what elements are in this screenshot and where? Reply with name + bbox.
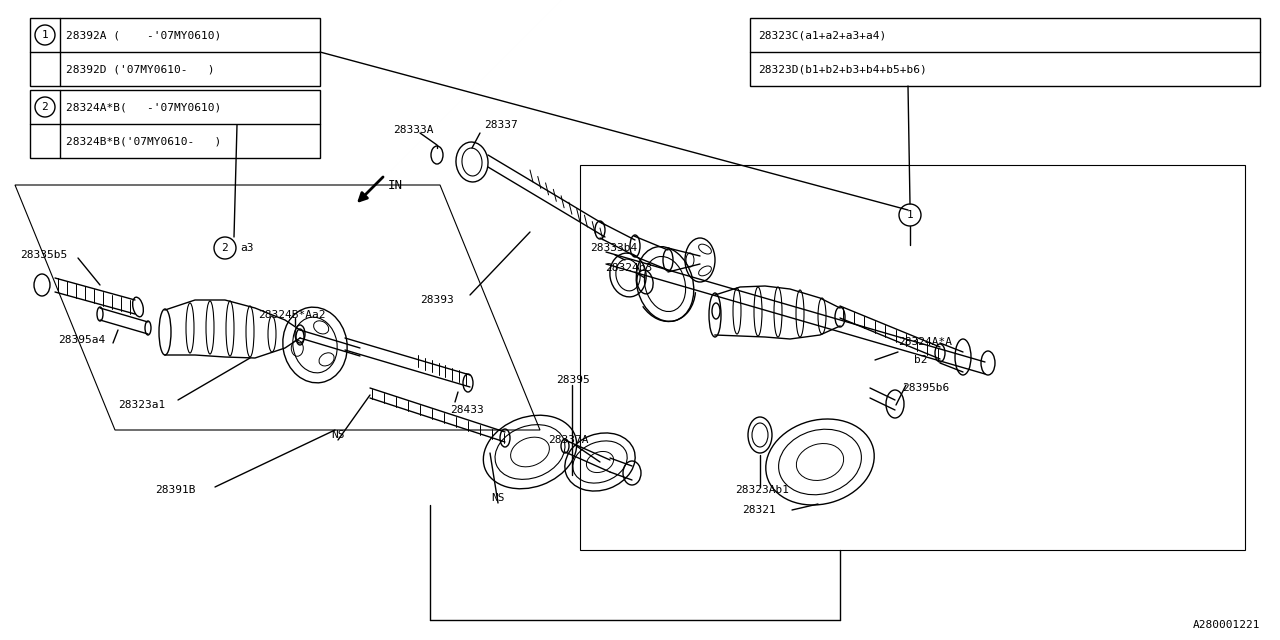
Text: 28323C(a1+a2+a3+a4): 28323C(a1+a2+a3+a4) (758, 30, 886, 40)
Text: 2: 2 (221, 243, 228, 253)
Text: 28337: 28337 (484, 120, 517, 130)
Text: 28393: 28393 (420, 295, 453, 305)
Text: 28395b6: 28395b6 (902, 383, 950, 393)
Text: 28321: 28321 (742, 505, 776, 515)
Text: NS: NS (492, 493, 504, 503)
Text: 28324A*A: 28324A*A (899, 337, 952, 347)
Text: 28324b3: 28324b3 (605, 263, 653, 273)
Text: 28323Ab1: 28323Ab1 (735, 485, 788, 495)
Text: 28333A: 28333A (393, 125, 434, 135)
Text: 28395a4: 28395a4 (58, 335, 105, 345)
Text: 28392A (    -'07MY0610): 28392A ( -'07MY0610) (67, 30, 221, 40)
Text: 28323a1: 28323a1 (118, 400, 165, 410)
Text: a3: a3 (241, 243, 253, 253)
Text: 28324B*Aa2: 28324B*Aa2 (259, 310, 325, 320)
Text: NS: NS (332, 430, 344, 440)
Bar (750, 18, 1260, 86)
Text: 28323D(b1+b2+b3+b4+b5+b6): 28323D(b1+b2+b3+b4+b5+b6) (758, 64, 927, 74)
Text: 28333b4: 28333b4 (590, 243, 637, 253)
Bar (29, 90, 320, 158)
Text: 28335b5: 28335b5 (20, 250, 68, 260)
Text: b2: b2 (914, 355, 928, 365)
Text: 1: 1 (42, 30, 49, 40)
Text: 28392D ('07MY0610-   ): 28392D ('07MY0610- ) (67, 64, 215, 74)
Text: A280001221: A280001221 (1193, 620, 1260, 630)
Text: 28324B*B('07MY0610-   ): 28324B*B('07MY0610- ) (67, 136, 221, 146)
Text: 28395: 28395 (556, 375, 590, 385)
Text: 1: 1 (906, 210, 914, 220)
Text: IN: IN (388, 179, 403, 191)
Text: 2: 2 (42, 102, 49, 112)
Text: 28324A*B(   -'07MY0610): 28324A*B( -'07MY0610) (67, 102, 221, 112)
Bar (29, 18, 320, 86)
Text: 28337A: 28337A (548, 435, 589, 445)
Text: 28391B: 28391B (155, 485, 196, 495)
Text: 28433: 28433 (451, 405, 484, 415)
